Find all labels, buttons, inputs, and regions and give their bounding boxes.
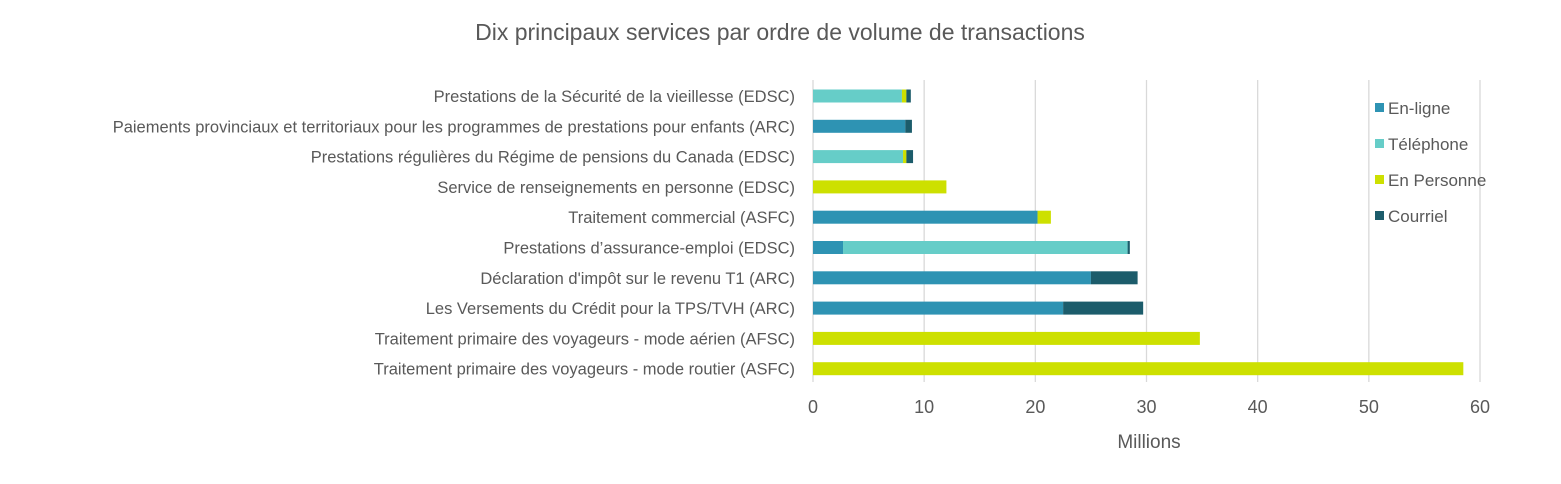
chart-title: Dix principaux services par ordre de vol…: [475, 19, 1085, 45]
x-tick-label: 50: [1359, 397, 1379, 417]
bar-segment: [901, 89, 907, 103]
bar-segment: [903, 150, 907, 164]
x-axis-title: Millions: [1117, 432, 1180, 453]
bar-segment: [813, 89, 902, 103]
bar-segment: [906, 89, 911, 103]
x-tick-label: 0: [808, 397, 818, 417]
bar-segment: [906, 150, 914, 164]
legend-swatch: [1375, 139, 1384, 148]
bar-segment: [813, 150, 904, 164]
bar-segment: [813, 331, 1200, 345]
category-label: Prestations d’assurance-emploi (EDSC): [503, 240, 795, 258]
legend-swatch: [1375, 103, 1384, 112]
category-label: Les Versements du Crédit pour la TPS/TVH…: [426, 300, 795, 318]
category-label: Déclaration d'impôt sur le revenu T1 (AR…: [480, 270, 795, 288]
legend-swatch: [1375, 211, 1384, 220]
bar-segment: [1063, 301, 1144, 315]
bar-segment: [813, 210, 1038, 224]
legend-label: Courriel: [1388, 207, 1448, 226]
x-tick-labels: 0 10 20 30 40 50 60: [808, 397, 1490, 417]
legend-label: Téléphone: [1388, 135, 1468, 154]
x-tick-label: 60: [1470, 397, 1490, 417]
x-tick-label: 30: [1136, 397, 1156, 417]
legend-label: En Personne: [1388, 171, 1486, 190]
bar-segment: [813, 241, 844, 254]
category-label: Prestations de la Sécurité de la vieille…: [434, 88, 795, 106]
gridlines: [812, 80, 1481, 382]
bar-segment: [813, 301, 1064, 315]
bar-segment: [843, 241, 1128, 254]
category-label: Service de renseignements en personne (E…: [437, 179, 795, 197]
x-tick-label: 40: [1248, 397, 1268, 417]
bar-segment: [905, 119, 912, 133]
x-tick-label: 20: [1025, 397, 1045, 417]
bar-segment: [1127, 241, 1130, 254]
legend-swatch: [1375, 175, 1384, 184]
category-label: Traitement primaire des voyageurs - mode…: [374, 361, 795, 379]
bar-segment: [1090, 271, 1138, 285]
category-label: Traitement primaire des voyageurs - mode…: [375, 330, 795, 348]
bar-segment: [813, 362, 1464, 376]
bar-segment: [813, 119, 906, 133]
category-label: Prestations régulières du Régime de pens…: [311, 149, 795, 167]
category-labels: Prestations de la Sécurité de la vieille…: [113, 88, 795, 379]
legend-label: En-ligne: [1388, 99, 1450, 118]
x-tick-label: 10: [914, 397, 934, 417]
bars: [813, 89, 1464, 376]
bar-segment: [1037, 210, 1051, 224]
category-label: Traitement commercial (ASFC): [568, 209, 795, 227]
category-label: Paiements provinciaux et territoriaux po…: [113, 118, 795, 136]
legend: En-ligne Téléphone En Personne Courriel: [1375, 99, 1486, 226]
bar-segment: [813, 180, 947, 194]
bar-segment: [813, 271, 1091, 285]
